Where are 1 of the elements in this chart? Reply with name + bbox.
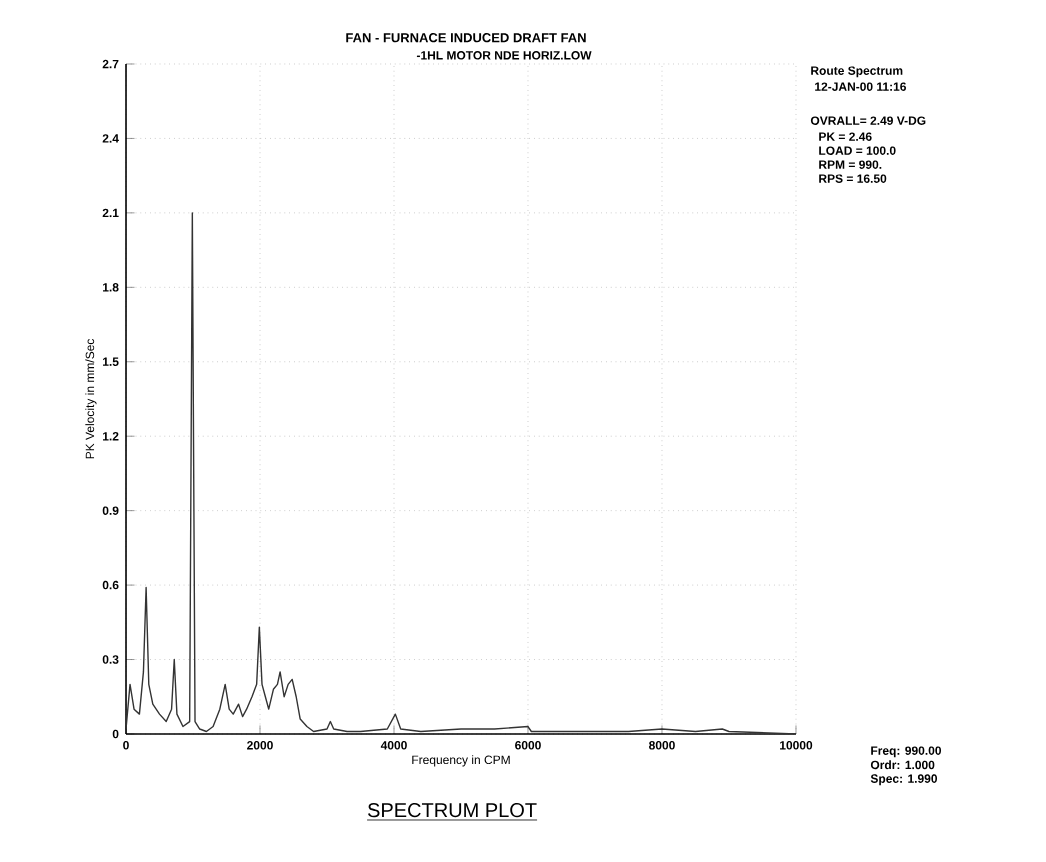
text: SPECTRUM PLOT	[367, 803, 537, 818]
